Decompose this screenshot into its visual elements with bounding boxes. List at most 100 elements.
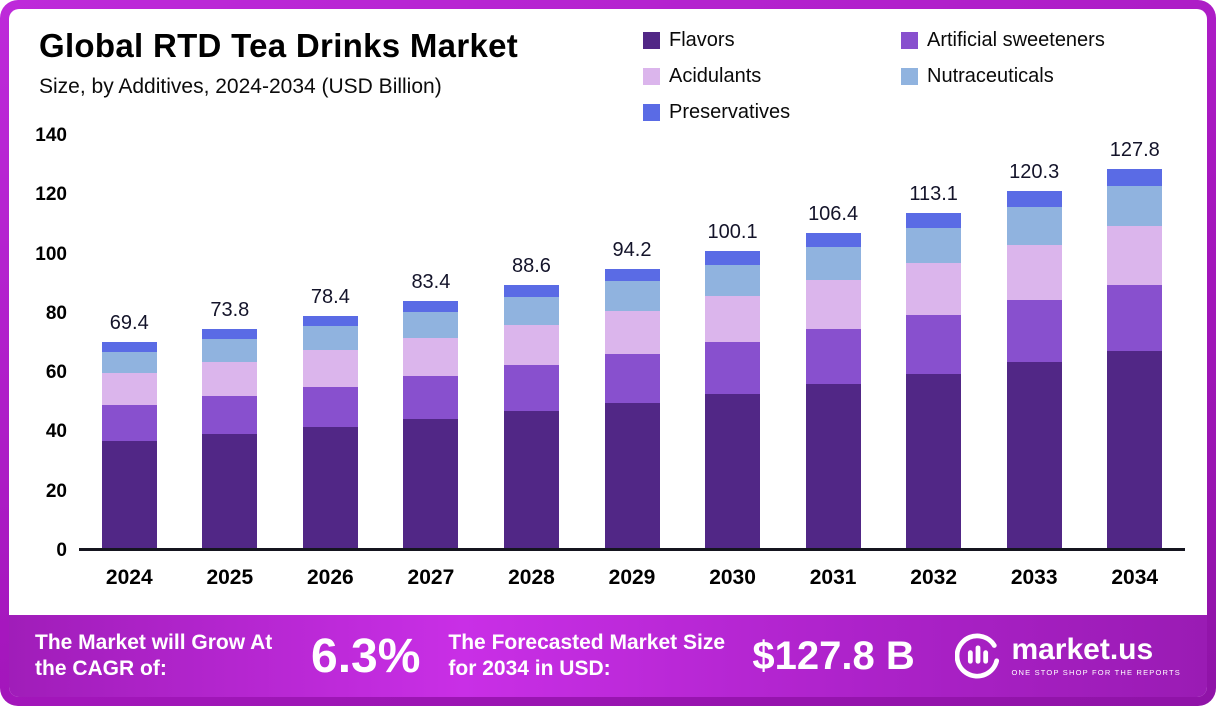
chart-header: Global RTD Tea Drinks Market Size, by Ad…	[9, 9, 1207, 124]
segment-preservatives	[1006, 191, 1062, 208]
cagr-label: The Market will Grow At the CAGR of:	[35, 630, 273, 680]
forecast-label: The Forecasted Market Size for 2034 in U…	[448, 630, 726, 680]
legend-swatch-artificial-sweeteners	[901, 32, 918, 49]
bar-2024: 69.4	[79, 136, 180, 548]
segment-artificial-sweeteners	[604, 353, 660, 403]
bar-2026: 78.4	[280, 136, 381, 548]
segment-flavors	[705, 393, 761, 548]
x-tick-label: 2027	[407, 566, 455, 589]
y-tick-label: 100	[35, 243, 67, 265]
legend-swatch-preservatives	[643, 104, 660, 121]
cagr-value: 6.3%	[311, 629, 421, 683]
legend-item-preservatives: Preservatives	[643, 101, 901, 124]
bar-2032: 113.1	[883, 136, 984, 548]
legend-item-nutraceuticals: Nutraceuticals	[901, 65, 1189, 88]
x-tick-label: 2026	[307, 566, 354, 589]
brand-tagline: One Stop Shop For The Reports	[1011, 668, 1181, 677]
x-axis: 2024 2025 2026 2027 2028 2029 2030 2031 2032 2033…	[79, 551, 1185, 590]
segment-nutraceuticals	[604, 281, 660, 311]
bar-stack	[805, 232, 861, 548]
segment-preservatives	[403, 300, 459, 312]
bar-2034: 127.8	[1084, 136, 1185, 548]
segment-acidulants	[503, 324, 559, 366]
segment-flavors	[101, 441, 157, 548]
segment-acidulants	[906, 263, 962, 316]
chart-legend: Flavors Artificial sweeteners Acidulants Nu…	[643, 27, 1189, 124]
y-tick-label: 60	[45, 362, 67, 384]
y-tick-label: 140	[35, 125, 67, 146]
segment-acidulants	[101, 373, 157, 406]
legend-label: Flavors	[669, 29, 735, 51]
segment-acidulants	[705, 295, 761, 342]
bar-total-label: 120.3	[1009, 161, 1060, 184]
chart-card: Global RTD Tea Drinks Market Size, by Ad…	[9, 9, 1207, 697]
x-tick-label: 2031	[809, 566, 857, 589]
segment-artificial-sweeteners	[202, 396, 258, 435]
segment-preservatives	[604, 268, 660, 282]
brand-text: market.us One Stop Shop For The Reports	[1011, 633, 1181, 678]
x-tick-label: 2033	[1010, 566, 1058, 589]
bar-total-label: 106.4	[808, 202, 859, 225]
legend-swatch-acidulants	[643, 68, 660, 85]
segment-nutraceuticals	[503, 297, 559, 325]
bar-total-label: 88.6	[511, 255, 551, 278]
segment-acidulants	[805, 280, 861, 330]
bar-stack	[1006, 191, 1062, 548]
brand-name: market.us	[1011, 633, 1154, 666]
brand-logo: market.us One Stop Shop For The Reports	[955, 633, 1181, 679]
segment-acidulants	[1107, 225, 1163, 285]
bar-total-label: 113.1	[909, 182, 958, 205]
plot-area: 69.4 73.8 78.4 83.4 88.6 94.2 100.1 106.4 113.1 1…	[79, 136, 1185, 551]
page-title: Global RTD Tea Drinks Market	[39, 27, 519, 64]
segment-artificial-sweeteners	[1107, 284, 1163, 351]
stacked-bar-chart: 0 20 40 60 80 100 120 140 69.4 73.8 78.4 83.4 88.6 9…	[9, 124, 1207, 590]
legend-item-artificial-sweeteners: Artificial sweeteners	[901, 29, 1189, 52]
y-tick-label: 0	[56, 540, 67, 561]
segment-artificial-sweeteners	[503, 365, 559, 412]
legend-item-flavors: Flavors	[643, 29, 901, 52]
segment-acidulants	[403, 337, 459, 377]
segment-preservatives	[202, 329, 258, 340]
legend-label: Preservatives	[669, 101, 791, 123]
y-tick-label: 120	[35, 184, 67, 206]
x-tick-label: 2030	[709, 566, 756, 589]
segment-preservatives	[302, 315, 358, 327]
bar-2028: 88.6	[481, 136, 582, 548]
y-axis: 0 20 40 60 80 100 120 140	[21, 125, 79, 561]
segment-nutraceuticals	[403, 311, 459, 338]
bar-stack	[604, 268, 660, 548]
segment-acidulants	[302, 350, 358, 387]
segment-preservatives	[805, 232, 861, 247]
segment-artificial-sweeteners	[705, 341, 761, 394]
segment-flavors	[1107, 350, 1163, 548]
segment-artificial-sweeteners	[1006, 299, 1062, 363]
y-tick-label: 20	[45, 480, 67, 502]
segment-nutraceuticals	[1107, 186, 1163, 226]
bar-2033: 120.3	[984, 136, 1085, 548]
segment-artificial-sweeteners	[906, 315, 962, 374]
segment-preservatives	[906, 212, 962, 228]
x-tick-label: 2029	[608, 566, 656, 589]
bar-2030: 100.1	[682, 136, 783, 548]
segment-flavors	[202, 434, 258, 548]
bar-total-label: 69.4	[109, 312, 149, 335]
bar-2025: 73.8	[180, 136, 281, 548]
segment-flavors	[302, 427, 358, 548]
segment-acidulants	[202, 362, 258, 397]
bar-total-label: 100.1	[707, 221, 758, 244]
footer-banner: The Market will Grow At the CAGR of: 6.3…	[9, 615, 1207, 697]
segment-nutraceuticals	[202, 339, 258, 363]
x-tick-label: 2028	[508, 566, 555, 589]
segment-preservatives	[705, 251, 761, 265]
segment-acidulants	[1006, 244, 1062, 300]
bar-2031: 106.4	[783, 136, 884, 548]
segment-nutraceuticals	[302, 326, 358, 351]
x-tick-label: 2034	[1111, 566, 1159, 589]
segment-nutraceuticals	[1006, 207, 1062, 245]
segment-nutraceuticals	[705, 264, 761, 296]
y-tick-label: 40	[45, 421, 67, 443]
bar-stack	[503, 285, 559, 548]
segment-flavors	[805, 384, 861, 548]
segment-nutraceuticals	[805, 246, 861, 281]
x-tick-label: 2025	[206, 566, 254, 589]
